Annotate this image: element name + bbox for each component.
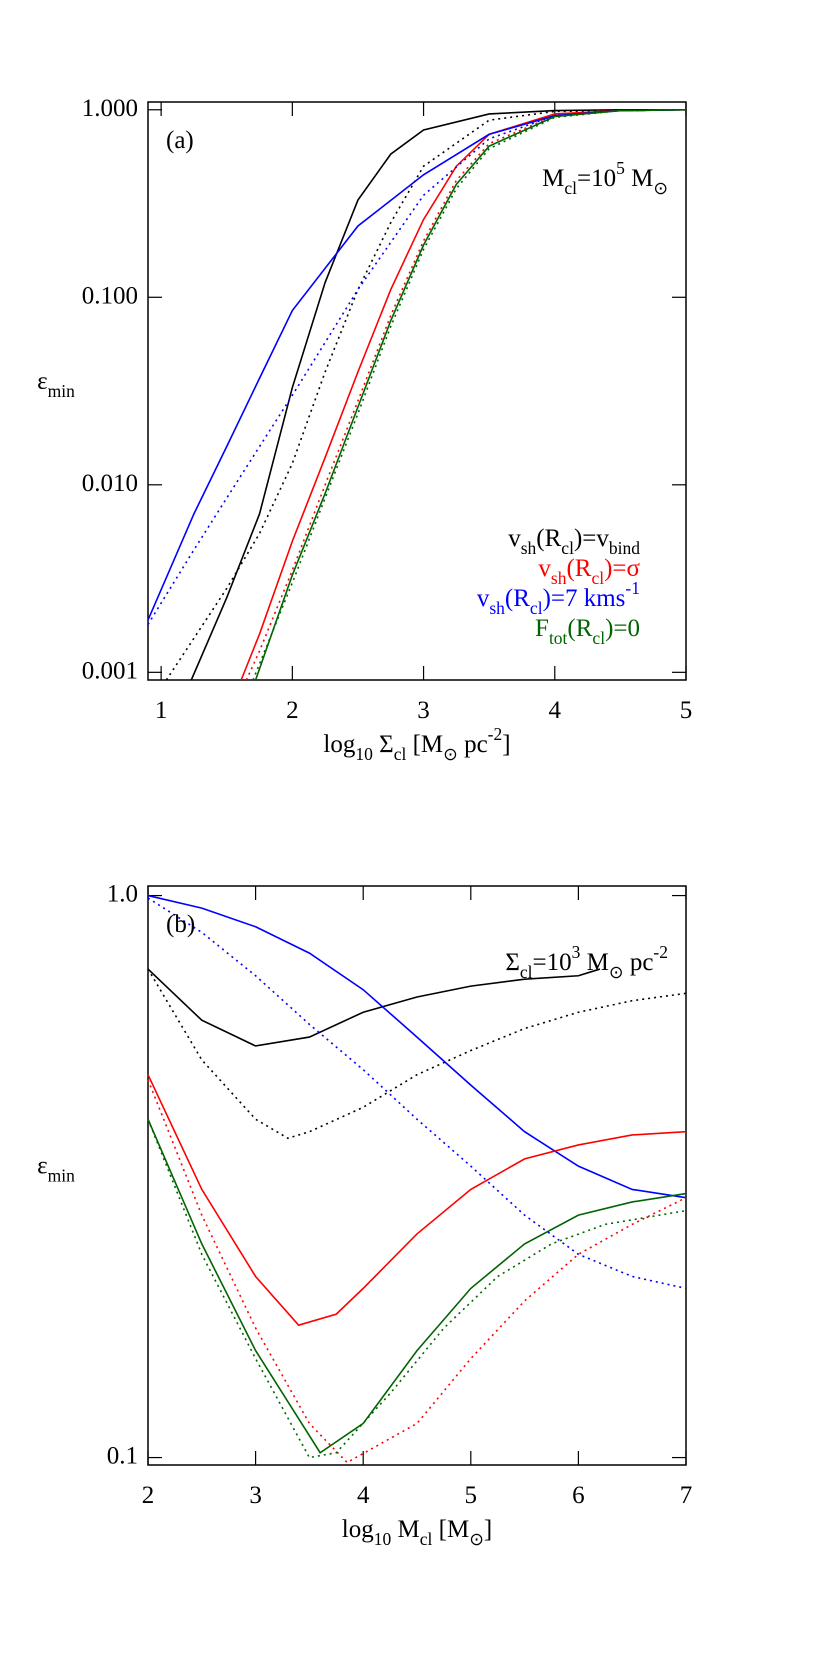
x-tick-label: 2 <box>286 697 299 724</box>
x-tick-label: 3 <box>417 697 430 724</box>
legend-entry: Ftot(Rcl)=0 <box>535 615 640 648</box>
series-line <box>147 968 601 1047</box>
legend-entry: vsh(Rcl)=vbind <box>508 525 640 558</box>
y-tick-label: 0.001 <box>82 657 138 684</box>
x-axis-label: log10 Mcl [M⊙] <box>342 1516 492 1549</box>
series-line <box>147 1118 687 1459</box>
panel-label: (a) <box>166 127 194 154</box>
annotation: Σcl=103 M⊙ pc-2 <box>505 942 668 982</box>
series-line <box>147 894 687 1199</box>
y-tick-label: 0.010 <box>82 470 138 497</box>
annotation: Mcl=105 M⊙ <box>542 158 668 198</box>
legend-entry: vsh(Rcl)=σ <box>538 555 640 588</box>
x-tick-label: 5 <box>680 697 693 724</box>
series-line <box>147 1074 687 1327</box>
x-tick-label: 7 <box>680 1482 693 1509</box>
x-tick-label: 2 <box>142 1482 155 1509</box>
x-tick-label: 6 <box>572 1482 585 1509</box>
x-tick-label: 1 <box>155 697 168 724</box>
panel-label: (b) <box>166 911 195 938</box>
series-line <box>165 108 687 681</box>
x-tick-label: 3 <box>249 1482 262 1509</box>
x-tick-label: 5 <box>465 1482 478 1509</box>
series-line <box>147 1118 687 1454</box>
plot-frame <box>147 885 687 1466</box>
y-axis-label: εmin <box>37 1152 75 1185</box>
series-line <box>147 897 687 1290</box>
y-tick-label: 1.0 <box>107 880 138 907</box>
series-line <box>147 1079 687 1464</box>
legend-entry: vsh(Rcl)=7 kms-1 <box>477 578 640 618</box>
series-line <box>240 108 687 681</box>
plot-frame <box>147 101 687 681</box>
x-axis-label: log10 Σcl [M⊙ pc-2] <box>323 724 510 764</box>
x-tick-label: 4 <box>549 697 562 724</box>
y-tick-label: 0.1 <box>107 1442 138 1469</box>
y-tick-label: 0.100 <box>82 282 138 309</box>
x-tick-label: 4 <box>357 1482 370 1509</box>
y-tick-label: 1.000 <box>82 94 138 121</box>
series-line <box>147 968 687 1140</box>
series-line <box>190 108 686 681</box>
y-axis-label: εmin <box>37 368 75 401</box>
series-line <box>252 108 687 681</box>
